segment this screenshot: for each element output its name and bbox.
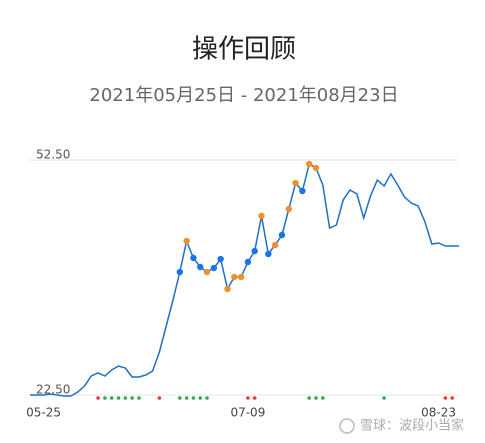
signal-dot [137,396,141,400]
trade-point [231,273,238,281]
trade-point [176,268,184,276]
signal-dot [205,396,209,400]
trade-point [271,241,279,249]
signal-dot [307,396,311,400]
signal-dot [443,396,448,400]
watermark-logo [339,418,355,434]
signal-dot [178,396,182,400]
signal-dot [157,396,162,400]
trade-point [210,264,218,272]
trade-point [197,263,204,271]
signal-dot [116,396,121,400]
signal-dot [314,396,318,400]
x-tick-label: 08-23 [421,406,456,420]
trade-point [203,268,211,276]
trade-point [278,231,286,239]
signal-dot [109,396,114,400]
watermark: 雪球：波段小当家 [360,418,464,434]
signal-dot [198,396,203,400]
signal-dot [321,396,325,400]
trade-point [237,273,245,281]
trade-point [285,205,292,213]
trade-point [244,258,252,266]
signal-dot [450,396,454,400]
signal-dot [191,396,196,400]
x-tick-label: 07-09 [230,406,265,420]
signal-dot [252,396,257,400]
trade-point [299,187,306,195]
trade-point [190,254,197,262]
trade-point [312,164,320,172]
signal-dot [123,396,128,400]
signal-dot [103,396,107,400]
y-tick-label: 22.50 [36,383,70,397]
y-tick-label: 52.50 [36,148,70,162]
trade-point [224,285,231,293]
trade-point [217,255,224,263]
trade-point [251,247,258,255]
trade-point [265,250,272,258]
signal-dot [96,396,100,400]
trade-point [292,179,299,187]
signal-dot [130,396,134,400]
signal-dot [382,396,386,400]
trade-point [305,160,313,168]
trade-point [183,237,190,245]
line-series [30,162,459,397]
signal-dot [184,396,189,400]
signal-dot [246,396,250,400]
chart-title: 操作回顾 [192,35,296,65]
chart-subtitle: 2021年05月25日 - 2021年08月23日 [89,85,398,106]
x-tick-label: 05-25 [26,406,61,420]
trade-point [258,212,265,220]
